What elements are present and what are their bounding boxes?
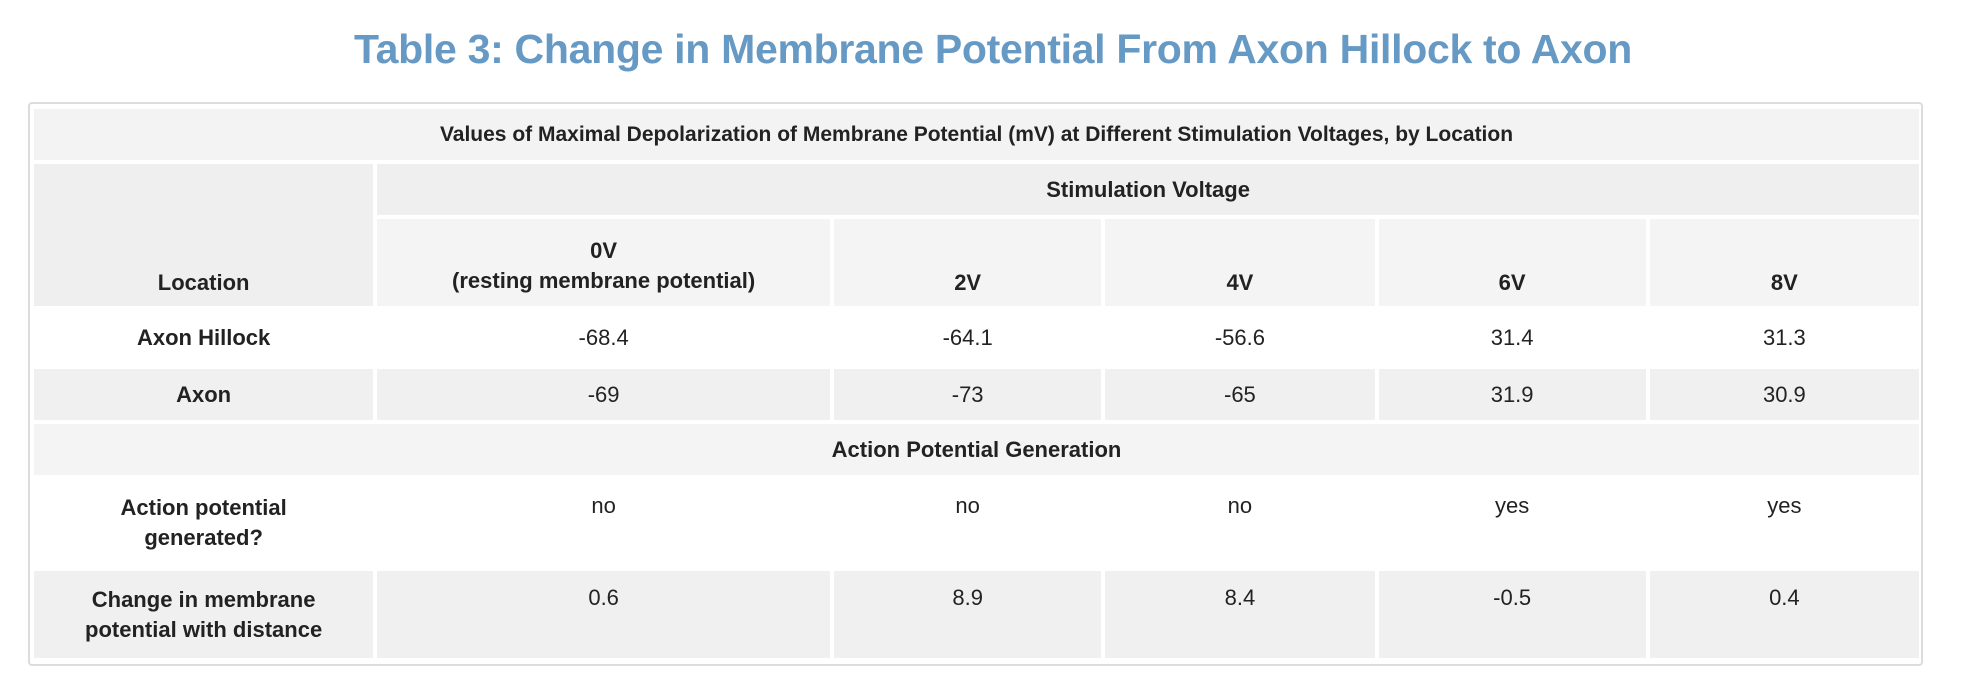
table-row-axon-hillock: Axon Hillock -68.4 -64.1 -56.6 31.4 31.3 (34, 310, 1919, 365)
caption-row: Values of Maximal Depolarization of Memb… (34, 109, 1919, 160)
table-frame (28, 102, 1923, 666)
table-cell: yes (1767, 493, 1802, 518)
table-cell: no (955, 493, 980, 518)
column-header-8v: 8V (1649, 219, 1919, 306)
data-table: Values of Maximal Depolarization of Memb… (30, 105, 1923, 662)
row-label-line: Change in membrane (91, 586, 316, 612)
location-header: Location (34, 164, 374, 306)
table-cell: 31.9 (1378, 369, 1646, 420)
table-caption: Values of Maximal Depolarization of Memb… (34, 109, 1919, 160)
row-label-line: potential with distance (85, 616, 323, 642)
row-label-line: Action potential (120, 495, 287, 520)
table-row-ap-generated: Action potential generated? no no no yes… (34, 479, 1919, 567)
table-cell: 31.3 (1762, 324, 1806, 350)
table-cell: -68.4 (578, 324, 629, 350)
table-cell: 8.9 (834, 571, 1102, 658)
table-cell: -56.6 (1214, 324, 1265, 350)
page-title: Table 3: Change in Membrane Potential Fr… (353, 26, 1633, 72)
table-row-change: Change in membrane potential with distan… (34, 571, 1919, 658)
row-label-line: generated? (144, 525, 263, 550)
table-cell: no (591, 493, 616, 518)
column-header-4v: 4V (1105, 219, 1375, 306)
table-cell: 31.4 (1490, 324, 1534, 350)
table-cell: -69 (377, 369, 831, 420)
table-row-axon: Axon -69 -73 -65 31.9 30.9 (34, 369, 1919, 420)
row-label: Change in membrane potential with distan… (34, 571, 374, 658)
column-header-2v: 2V (834, 219, 1102, 306)
table-cell: -0.5 (1378, 571, 1646, 658)
row-label: Axon Hillock (136, 324, 271, 350)
column-header-0v: 0V (resting membrane potential) (377, 219, 831, 306)
table-cell: 30.9 (1649, 369, 1919, 420)
column-header-sub: (resting membrane potential) (452, 268, 756, 293)
table-cell: -73 (834, 369, 1102, 420)
table-cell: 0.6 (377, 571, 831, 658)
section-header-row: Action Potential Generation (34, 424, 1919, 475)
table-cell: -65 (1105, 369, 1375, 420)
table-cell: no (1227, 493, 1253, 518)
table-cell: yes (1495, 493, 1530, 518)
column-header-row: 0V (resting membrane potential) 2V 4V 6V… (34, 219, 1919, 306)
table-cell: 8.4 (1105, 571, 1375, 658)
table-cell: -64.1 (942, 324, 993, 350)
table-cell: 0.4 (1649, 571, 1919, 658)
column-header-label: 0V (590, 238, 618, 263)
column-header-6v: 6V (1378, 219, 1646, 306)
stimulation-voltage-header: Stimulation Voltage (377, 164, 1919, 215)
row-label: Axon (34, 369, 374, 420)
section-header: Action Potential Generation (34, 424, 1919, 475)
group-header-row: Location Stimulation Voltage (34, 164, 1919, 306)
row-label: Action potential generated? (34, 479, 373, 567)
